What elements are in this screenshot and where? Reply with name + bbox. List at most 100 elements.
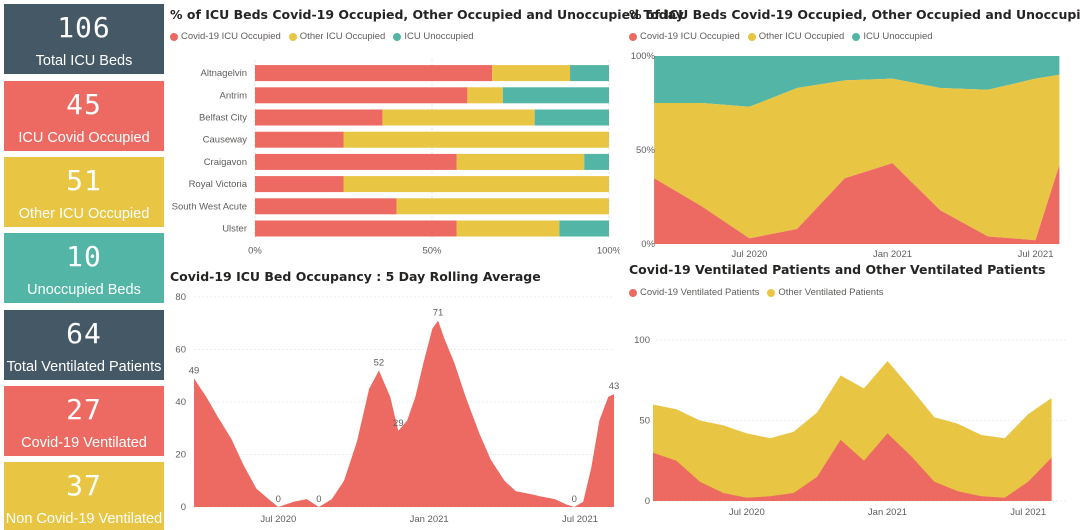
kpi-value: 51 [66,164,102,197]
legend-dot-covid [629,288,637,297]
legend-item: ICU Unoccupied [393,31,474,42]
area-covid-occupied [654,163,1060,244]
data-label: 52 [374,358,385,369]
kpi-value: 45 [66,88,102,121]
chart-icu-today: 0% 50% 100% Altnagelvin Antrim Belfast City Ca… [172,60,620,257]
y-tick-label: 20 [175,450,186,461]
legend-dot-covid [629,32,637,41]
legend-dot-other [288,32,297,41]
kpi-label: Total Ventilated Patients [6,359,162,375]
legend-dot-other [747,32,756,41]
area-covid-occupancy [194,320,614,507]
x-tick-label: Jul 2021 [1010,507,1046,518]
chart-ventilated-title: Covid-19 Ventilated Patients and Other V… [629,262,1046,277]
x-tick-label: Jul 2020 [729,507,765,518]
kpi-value: 106 [57,11,111,44]
y-tick-label: 0 [645,496,650,507]
y-tick-label: 0% [641,239,655,250]
y-tick-label: 40 [175,397,186,408]
y-tick-label: 50% [636,145,656,156]
kpi-total-icu-beds: 106 Total ICU Beds [4,4,164,74]
chart-ventilated-patients: 0 50 100 Jul 2020 Jan 2021 Jul 2021 [634,335,1066,518]
bar-segment [396,198,609,215]
bar-segment [255,65,493,82]
bar-segment [492,65,571,82]
kpi-non-covid-ventilated: 37 Non Covid-19 Ventilated [4,462,164,530]
bar-segment [570,65,609,82]
legend-item: Covid-19 ICU Occupied [170,31,281,42]
bar-segment [343,176,609,193]
x-tick-label: Jul 2020 [731,249,767,260]
legend-item: Covid-19 Ventilated Patients [629,287,759,298]
legend-label: Covid-19 ICU Occupied [181,31,281,42]
legend-label: ICU Unoccupied [404,31,474,42]
bar-segment [534,109,609,126]
legend-item: ICU Unoccupied [852,31,933,42]
bar-segment [255,176,344,193]
kpi-value: 64 [66,317,102,350]
legend-label: Covid-19 ICU Occupied [640,31,740,42]
legend-dot-unoccupied [393,32,402,41]
x-tick-label: 0% [248,246,262,257]
x-tick-label: Jul 2020 [260,514,296,525]
y-tick-label: 60 [175,345,186,356]
area-covid-ventilated [653,433,1052,501]
data-label: 0 [276,494,281,505]
kpi-value: 10 [66,240,102,273]
x-tick-label: Jul 2021 [562,514,598,525]
data-label: 49 [189,365,200,376]
x-tick-label: Jan 2021 [868,507,907,518]
category-label: Royal Victoria [189,179,248,190]
kpi-label: Non Covid-19 Ventilated [5,511,163,527]
chart-icu-today-title: % of ICU Beds Covid-19 Occupied, Other O… [170,7,684,22]
y-tick-label: 80 [175,292,186,303]
category-label: Antrim [220,90,248,101]
kpi-other-icu-occupied: 51 Other ICU Occupied [4,157,164,227]
legend-item: Other ICU Occupied [747,31,845,42]
legend-label: Covid-19 Ventilated Patients [640,287,760,298]
kpi-value: 37 [66,469,102,502]
area-other-occupied [654,74,1060,241]
data-label: 0 [316,494,321,505]
bar-segment [467,87,503,104]
category-label: Craigavon [204,157,247,168]
bar-segment [584,153,609,170]
x-tick-label: 100% [597,246,620,257]
legend-label: Other Ventilated Patients [778,287,884,298]
kpi-total-ventilated: 64 Total Ventilated Patients [4,310,164,380]
chart-rolling-title: Covid-19 ICU Bed Occupancy : 5 Day Rolli… [170,269,541,284]
bar-segment [255,153,457,170]
category-label: Belfast City [199,113,247,124]
category-label: Causeway [203,135,248,146]
bar-segment [456,220,560,237]
area-other-ventilated [653,361,1052,501]
legend-item: Other ICU Occupied [288,31,386,42]
bar-segment [255,220,457,237]
category-label: Altnagelvin [201,68,247,79]
chart-icu-pct-legend: Covid-19 ICU Occupied Other ICU Occupied… [629,31,933,42]
kpi-covid-ventilated: 27 Covid-19 Ventilated [4,386,164,456]
chart-icu-today-legend: Covid-19 ICU Occupied Other ICU Occupied… [170,31,474,42]
legend-label: Other ICU Occupied [758,31,845,42]
y-tick-label: 100% [631,51,656,62]
kpi-label: ICU Covid Occupied [18,130,150,146]
chart-icu-pct-over-time: 0% 50% 100% Jul 2020 Jan 2021 Jul 2021 [631,51,1060,260]
chart-icu-pct-title: % of ICU Beds Covid-19 Occupied, Other O… [629,7,1080,22]
category-label: Ulster [222,224,247,235]
y-tick-label: 0 [181,502,186,513]
kpi-label: Total ICU Beds [35,53,133,69]
x-tick-label: Jan 2021 [410,514,449,525]
kpi-label: Unoccupied Beds [27,282,141,298]
legend-label: Other ICU Occupied [299,31,386,42]
data-label: 0 [572,494,577,505]
y-tick-label: 50 [639,416,650,427]
y-tick-label: 100 [634,335,650,346]
data-label: 43 [609,381,620,392]
legend-item: Covid-19 ICU Occupied [629,31,740,42]
data-label: 29 [393,418,404,429]
data-label: 71 [433,308,444,319]
bar-segment [255,198,397,215]
bar-segment [456,153,585,170]
bar-segment [255,131,344,148]
bar-segment [255,87,468,104]
